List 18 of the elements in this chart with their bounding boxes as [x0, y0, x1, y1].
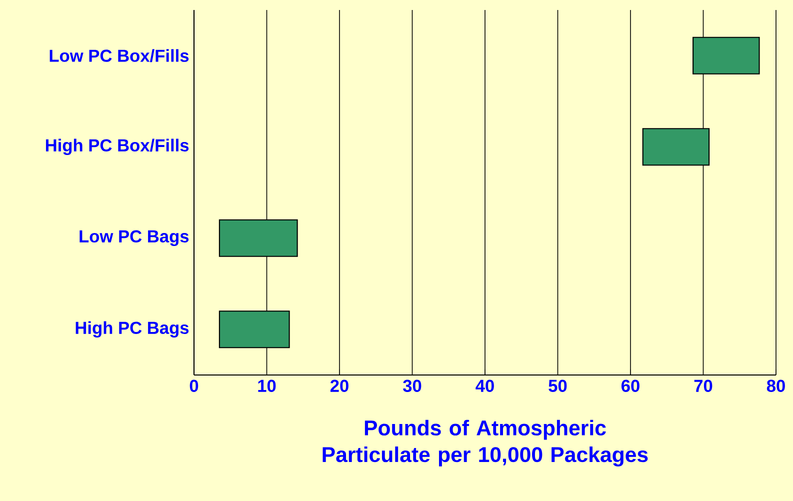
x-tick-label: 80 — [766, 380, 785, 392]
bar — [218, 219, 298, 257]
y-tick-label: Low PC Bags — [80, 230, 189, 246]
x-tick-label: 30 — [403, 380, 422, 392]
x-tick-label: 0 — [190, 380, 198, 392]
x-tick-label: 60 — [621, 380, 640, 392]
x-tick-label: 40 — [476, 380, 494, 392]
y-tick-label: High PC Box/Fills — [46, 138, 189, 155]
x-tick-label: 10 — [258, 380, 276, 392]
x-tick-label: 50 — [548, 380, 567, 392]
x-axis-title: Pounds of Atmospheric Particulate per 10,000 Packages — [322, 420, 648, 466]
x-tick-label: 20 — [330, 380, 348, 392]
bar — [692, 36, 760, 74]
x-tick-label: 70 — [694, 380, 712, 392]
bar — [218, 310, 290, 348]
bar — [642, 128, 710, 166]
y-tick-label: Low PC Box/Fills — [50, 49, 189, 62]
y-tick-label: High PC Bags — [76, 321, 189, 338]
